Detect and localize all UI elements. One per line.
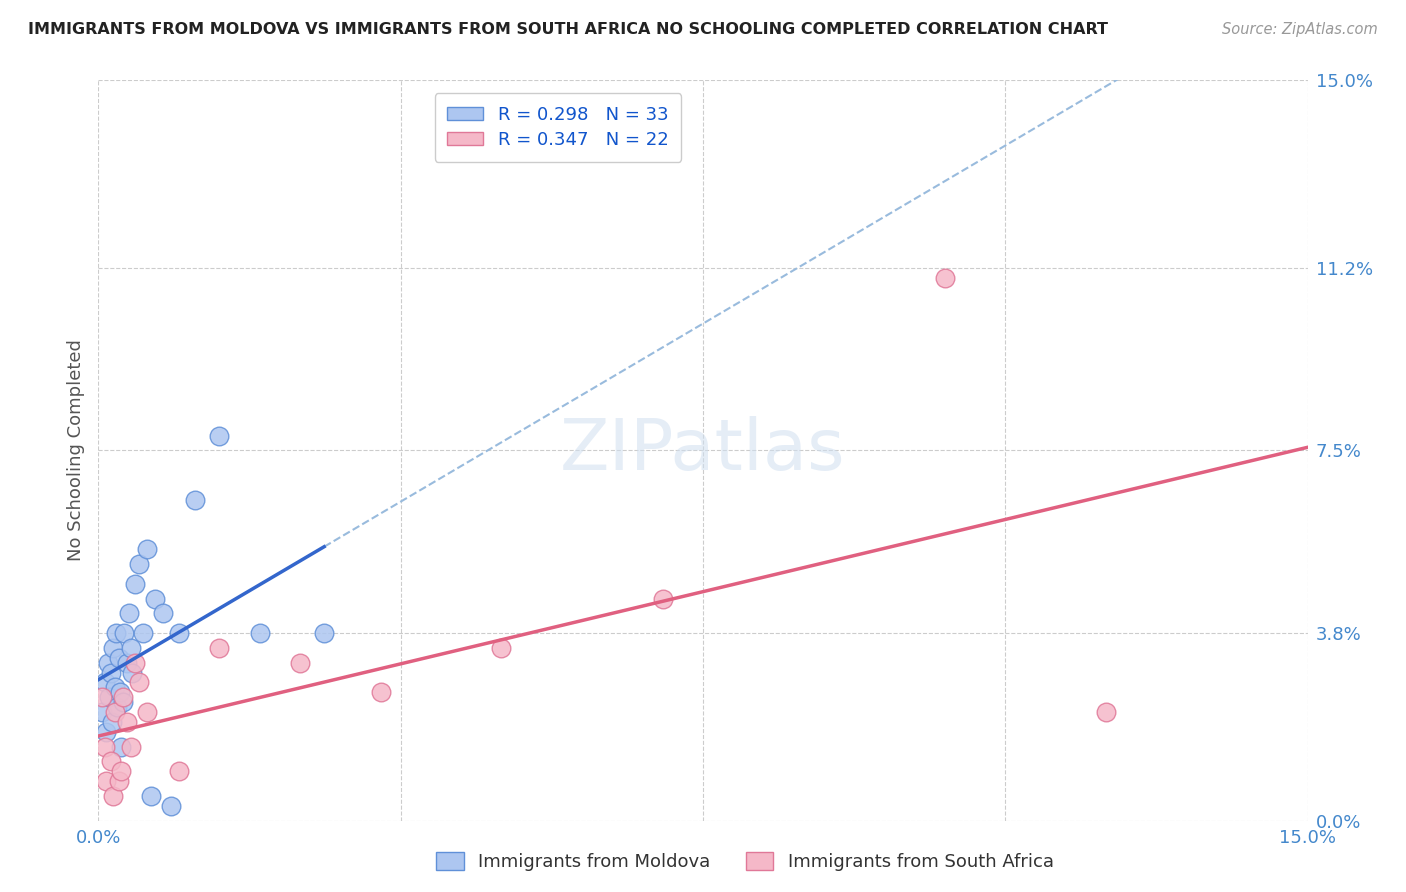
Point xyxy=(103,681,125,695)
Point xyxy=(107,774,129,789)
Point xyxy=(160,798,183,813)
Point xyxy=(101,640,124,655)
Point xyxy=(115,714,138,729)
Point xyxy=(91,690,114,705)
Point xyxy=(120,640,142,655)
Point xyxy=(94,739,117,754)
Point xyxy=(100,755,122,769)
Point xyxy=(91,705,114,719)
Point xyxy=(314,626,336,640)
Point xyxy=(208,428,231,442)
Point xyxy=(135,705,157,719)
Legend: Immigrants from Moldova, Immigrants from South Africa: Immigrants from Moldova, Immigrants from… xyxy=(429,845,1062,879)
Point xyxy=(100,665,122,680)
Point xyxy=(111,690,134,705)
Point xyxy=(124,656,146,670)
Point xyxy=(249,626,271,640)
Point xyxy=(128,557,150,571)
Point xyxy=(97,690,120,705)
Legend: R = 0.298   N = 33, R = 0.347   N = 22: R = 0.298 N = 33, R = 0.347 N = 22 xyxy=(434,93,681,161)
Point xyxy=(651,591,673,606)
Point xyxy=(167,764,190,779)
Point xyxy=(105,700,128,714)
Point xyxy=(167,626,190,640)
Point xyxy=(111,695,134,709)
Point xyxy=(118,607,141,621)
Point xyxy=(934,270,956,285)
Point xyxy=(110,739,132,754)
Text: IMMIGRANTS FROM MOLDOVA VS IMMIGRANTS FROM SOUTH AFRICA NO SCHOOLING COMPLETED C: IMMIGRANTS FROM MOLDOVA VS IMMIGRANTS FR… xyxy=(28,22,1108,37)
Point xyxy=(94,675,117,690)
Point xyxy=(143,591,166,606)
Point xyxy=(105,626,128,640)
Point xyxy=(184,492,207,507)
Text: Source: ZipAtlas.com: Source: ZipAtlas.com xyxy=(1222,22,1378,37)
Point xyxy=(112,626,135,640)
Point xyxy=(96,774,118,789)
Point xyxy=(288,656,311,670)
Point xyxy=(108,685,131,699)
Y-axis label: No Schooling Completed: No Schooling Completed xyxy=(66,340,84,561)
Point xyxy=(135,542,157,557)
Point xyxy=(103,705,125,719)
Point xyxy=(96,724,118,739)
Point xyxy=(1095,705,1118,719)
Point xyxy=(128,675,150,690)
Point xyxy=(97,656,120,670)
Point xyxy=(139,789,162,803)
Point xyxy=(120,739,142,754)
Point xyxy=(208,640,231,655)
Point xyxy=(370,685,392,699)
Point xyxy=(121,665,143,680)
Point xyxy=(110,764,132,779)
Point xyxy=(152,607,174,621)
Text: ZIPatlas: ZIPatlas xyxy=(560,416,846,485)
Point xyxy=(101,714,124,729)
Point xyxy=(101,789,124,803)
Point xyxy=(107,650,129,665)
Point xyxy=(124,576,146,591)
Point xyxy=(132,626,155,640)
Point xyxy=(491,640,513,655)
Point xyxy=(115,656,138,670)
